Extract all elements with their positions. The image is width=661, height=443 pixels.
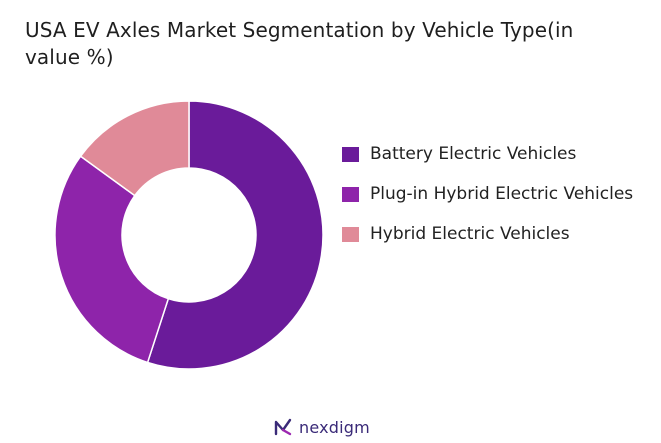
brand-logo: nexdigm <box>272 416 370 438</box>
brand-name: nexdigm <box>299 417 370 437</box>
legend-label: Battery Electric Vehicles <box>370 144 577 164</box>
nexdigm-logo-icon <box>274 418 292 436</box>
legend-label: Hybrid Electric Vehicles <box>370 224 570 244</box>
chart-title: USA EV Axles Market Segmentation by Vehi… <box>25 18 574 69</box>
chart-legend: Battery Electric Vehicles Plug-in Hybrid… <box>342 142 642 262</box>
donut-slice-hybrid-electric <box>79 100 190 197</box>
legend-item-hybrid-electric: Hybrid Electric Vehicles <box>342 222 642 246</box>
legend-swatch <box>342 187 359 202</box>
donut-slice-plug-in-hybrid <box>54 155 170 364</box>
legend-swatch <box>342 227 359 242</box>
donut-slice-battery-electric <box>146 100 324 370</box>
legend-swatch <box>342 147 359 162</box>
legend-label: Plug-in Hybrid Electric Vehicles <box>370 184 634 204</box>
legend-item-battery-electric: Battery Electric Vehicles <box>342 142 642 166</box>
legend-item-plug-in-hybrid: Plug-in Hybrid Electric Vehicles <box>342 182 642 206</box>
